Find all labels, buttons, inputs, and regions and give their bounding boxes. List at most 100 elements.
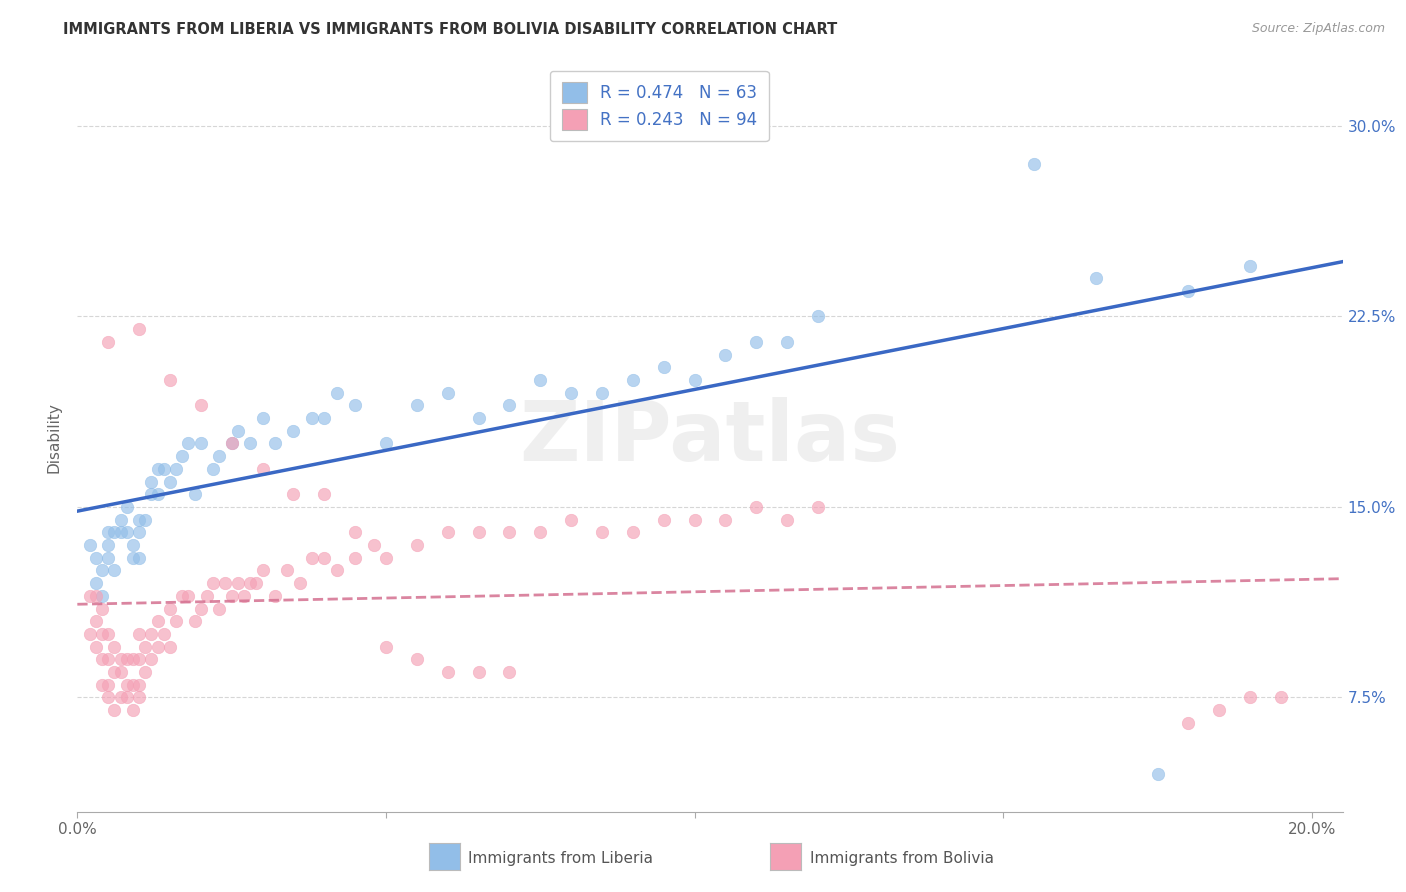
Point — [314, 411, 336, 425]
Point — [221, 436, 243, 450]
Point — [110, 513, 132, 527]
Point — [84, 550, 107, 565]
Point — [172, 449, 194, 463]
Point — [128, 690, 150, 705]
Point — [807, 310, 830, 324]
Y-axis label: Disability: Disability — [46, 401, 62, 473]
Point — [498, 525, 520, 540]
Point — [190, 436, 212, 450]
Point — [110, 665, 132, 679]
Point — [344, 398, 367, 412]
Point — [122, 538, 145, 552]
Text: Immigrants from Liberia: Immigrants from Liberia — [468, 851, 654, 865]
Point — [91, 563, 114, 577]
Point — [122, 652, 145, 666]
Point — [177, 436, 200, 450]
Point — [84, 640, 107, 654]
Point — [141, 652, 163, 666]
Point — [375, 436, 398, 450]
Point — [436, 385, 458, 400]
Point — [226, 576, 249, 591]
Point — [103, 665, 125, 679]
Point — [1177, 284, 1199, 298]
Point — [1177, 715, 1199, 730]
Point — [122, 550, 145, 565]
Point — [214, 576, 236, 591]
Point — [252, 462, 274, 476]
Point — [177, 589, 200, 603]
Point — [165, 614, 187, 628]
Point — [159, 601, 181, 615]
Point — [128, 322, 150, 336]
Point — [714, 513, 737, 527]
Point — [467, 665, 489, 679]
Point — [152, 627, 174, 641]
Point — [375, 550, 398, 565]
Point — [122, 678, 145, 692]
Point — [239, 436, 262, 450]
Point — [1208, 703, 1230, 717]
Point — [301, 550, 323, 565]
Point — [115, 500, 138, 514]
Point — [159, 475, 181, 489]
Point — [529, 525, 551, 540]
Point — [436, 665, 458, 679]
Point — [714, 347, 737, 361]
Point — [652, 513, 675, 527]
Point — [344, 525, 367, 540]
Text: Source: ZipAtlas.com: Source: ZipAtlas.com — [1251, 22, 1385, 36]
Point — [115, 678, 138, 692]
Point — [683, 513, 706, 527]
Point — [84, 576, 107, 591]
Point — [405, 398, 427, 412]
Point — [128, 627, 150, 641]
Point — [97, 678, 120, 692]
Point — [183, 487, 205, 501]
Point — [91, 589, 114, 603]
Point — [115, 525, 138, 540]
Point — [245, 576, 267, 591]
Point — [103, 703, 125, 717]
Point — [146, 614, 169, 628]
Point — [141, 627, 163, 641]
Point — [183, 614, 205, 628]
Point — [436, 525, 458, 540]
Point — [79, 589, 101, 603]
Point — [560, 385, 582, 400]
Point — [165, 462, 187, 476]
Point — [159, 373, 181, 387]
Point — [221, 589, 243, 603]
Point — [97, 334, 120, 349]
Point — [226, 424, 249, 438]
Point — [621, 373, 644, 387]
Point — [146, 487, 169, 501]
Point — [221, 436, 243, 450]
Point — [103, 640, 125, 654]
Point — [745, 500, 768, 514]
Point — [146, 640, 169, 654]
Point — [97, 652, 120, 666]
Point — [91, 678, 114, 692]
Point — [745, 334, 768, 349]
Point — [363, 538, 385, 552]
Point — [252, 411, 274, 425]
Point — [202, 462, 225, 476]
Point — [134, 665, 156, 679]
Point — [1270, 690, 1292, 705]
Point — [134, 640, 156, 654]
Point — [314, 550, 336, 565]
Point — [301, 411, 323, 425]
Point — [498, 398, 520, 412]
Point — [288, 576, 311, 591]
Point — [283, 424, 305, 438]
Point — [1239, 259, 1261, 273]
Point — [560, 513, 582, 527]
Legend: R = 0.474   N = 63, R = 0.243   N = 94: R = 0.474 N = 63, R = 0.243 N = 94 — [550, 70, 769, 142]
Point — [110, 652, 132, 666]
Point — [776, 513, 799, 527]
Point — [79, 627, 101, 641]
Point — [84, 589, 107, 603]
Point — [467, 411, 489, 425]
Point — [375, 640, 398, 654]
Point — [128, 652, 150, 666]
